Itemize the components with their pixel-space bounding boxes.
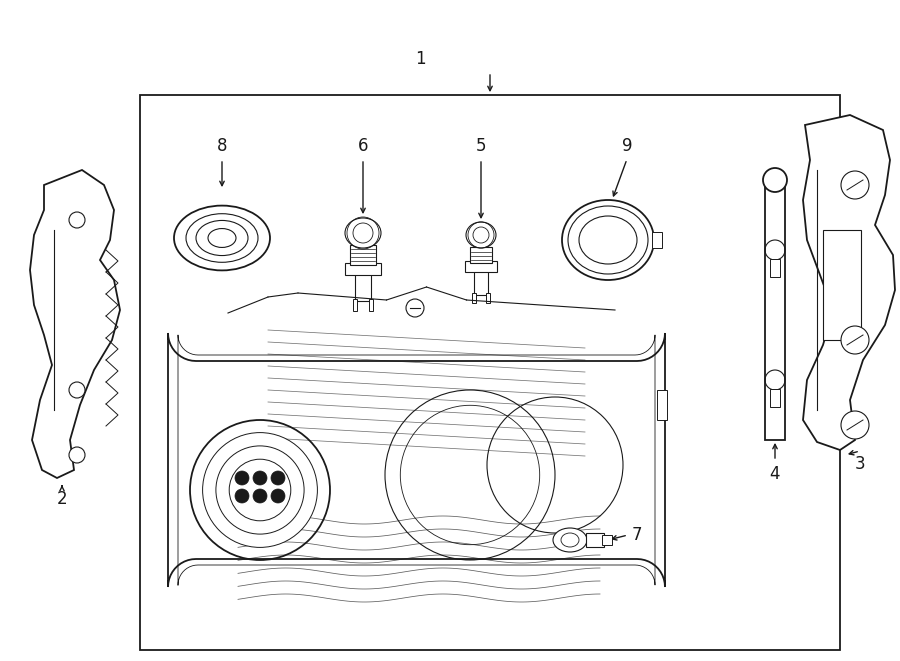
Circle shape [253, 489, 267, 503]
Circle shape [69, 382, 85, 398]
Bar [765, 180, 785, 440]
Bar [474, 270, 488, 295]
Polygon shape [168, 333, 665, 587]
Text: 3: 3 [855, 455, 865, 473]
Bar [470, 247, 492, 263]
Text: 6: 6 [358, 137, 368, 155]
Ellipse shape [466, 222, 496, 248]
Bar [486, 293, 490, 303]
Text: 9: 9 [622, 137, 632, 155]
Bar [369, 299, 373, 311]
Bar [770, 259, 780, 277]
Circle shape [235, 489, 249, 503]
Circle shape [841, 411, 869, 439]
Circle shape [230, 459, 291, 521]
Polygon shape [30, 170, 120, 478]
Ellipse shape [579, 216, 637, 264]
Circle shape [271, 471, 285, 485]
Text: 1: 1 [415, 50, 426, 68]
Bar [823, 230, 861, 340]
Bar [602, 535, 612, 545]
Circle shape [216, 446, 304, 534]
Bar [652, 232, 662, 248]
Circle shape [202, 432, 318, 547]
Text: 8: 8 [217, 137, 227, 155]
Bar [586, 533, 604, 547]
Ellipse shape [553, 528, 587, 552]
Circle shape [841, 326, 869, 354]
Circle shape [406, 299, 424, 317]
Text: 5: 5 [476, 137, 486, 155]
Bar [472, 293, 476, 303]
Circle shape [271, 489, 285, 503]
Text: 7: 7 [632, 526, 643, 544]
Ellipse shape [562, 200, 654, 280]
Text: 4: 4 [770, 465, 780, 483]
Bar [353, 299, 357, 311]
Bar [465, 261, 497, 272]
Circle shape [235, 471, 249, 485]
Circle shape [841, 171, 869, 199]
Bar [355, 273, 371, 301]
Bar [350, 245, 376, 265]
Ellipse shape [568, 206, 648, 274]
Bar [657, 390, 667, 420]
Ellipse shape [345, 218, 381, 248]
Circle shape [253, 471, 267, 485]
Polygon shape [803, 115, 895, 450]
Bar [770, 389, 780, 407]
Circle shape [763, 168, 787, 192]
Text: 2: 2 [57, 490, 68, 508]
Bar [140, 95, 840, 650]
Circle shape [69, 212, 85, 228]
Bar [345, 263, 381, 275]
Circle shape [69, 447, 85, 463]
